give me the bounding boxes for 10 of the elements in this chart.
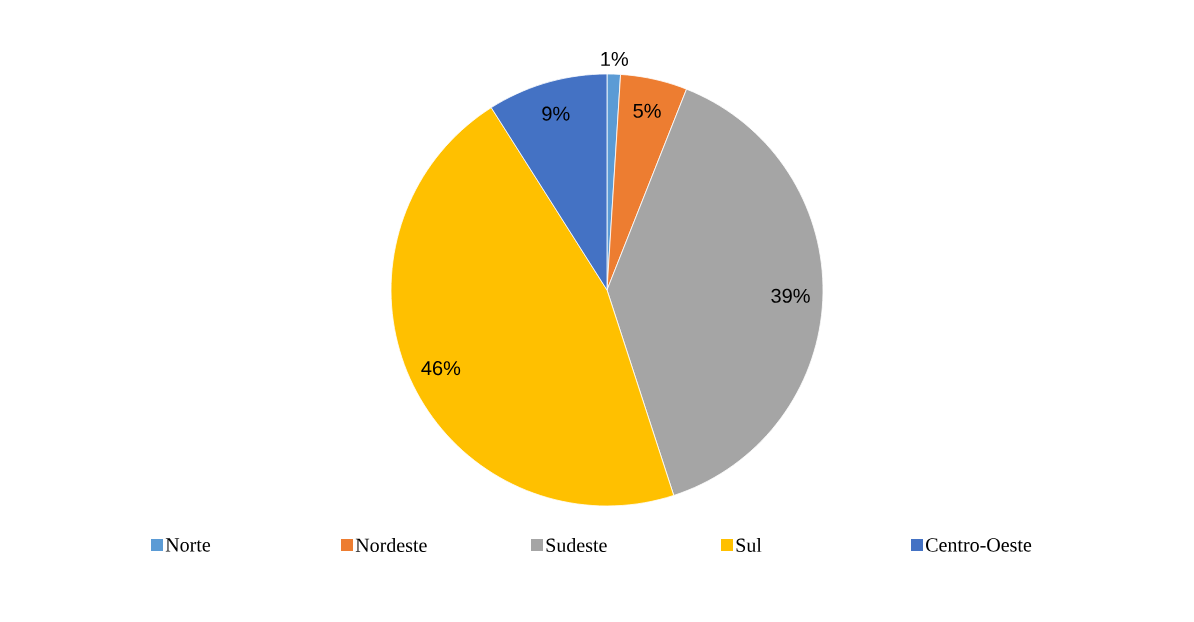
legend-label: Sudeste bbox=[546, 537, 607, 553]
data-label: 46% bbox=[421, 361, 461, 376]
data-label: 9% bbox=[542, 106, 570, 121]
data-label: 39% bbox=[771, 288, 810, 303]
data-label: 1% bbox=[601, 51, 628, 66]
data-label: 5% bbox=[633, 103, 661, 118]
legend-label: Norte bbox=[165, 538, 211, 552]
legend-label: Sul bbox=[736, 537, 762, 553]
legend-label: Centro-Oeste bbox=[926, 538, 1032, 552]
legend-label: Nordeste bbox=[355, 537, 427, 553]
